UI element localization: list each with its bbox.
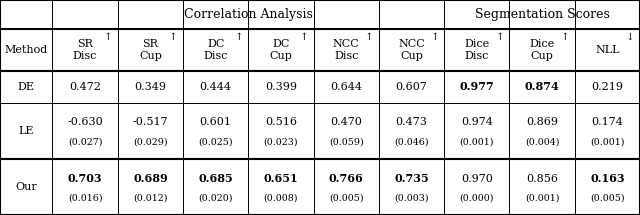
Text: 0.735: 0.735 <box>394 173 429 184</box>
Text: ↑: ↑ <box>495 33 504 42</box>
Text: SR
Disc: SR Disc <box>73 39 97 61</box>
Text: (0.020): (0.020) <box>198 194 233 203</box>
Text: 0.470: 0.470 <box>330 117 362 127</box>
Text: 0.163: 0.163 <box>590 173 625 184</box>
Text: (0.004): (0.004) <box>525 138 559 147</box>
Text: ↑: ↑ <box>300 33 308 42</box>
Text: 0.856: 0.856 <box>526 174 558 184</box>
Text: Dice
Cup: Dice Cup <box>529 39 555 61</box>
Text: (0.046): (0.046) <box>394 138 429 147</box>
Text: ↑: ↑ <box>234 33 243 42</box>
Text: -0.630: -0.630 <box>67 117 103 127</box>
Text: ↑: ↑ <box>104 33 113 42</box>
Text: (0.001): (0.001) <box>525 194 559 203</box>
Text: Dice
Disc: Dice Disc <box>464 39 490 61</box>
Text: 0.689: 0.689 <box>133 173 168 184</box>
Text: (0.001): (0.001) <box>460 138 494 147</box>
Text: 0.644: 0.644 <box>330 82 362 92</box>
Text: (0.027): (0.027) <box>68 138 102 147</box>
Text: 0.974: 0.974 <box>461 117 493 127</box>
Text: ↑: ↑ <box>365 33 374 42</box>
Text: 0.703: 0.703 <box>68 173 102 184</box>
Text: (0.025): (0.025) <box>198 138 233 147</box>
Text: 0.869: 0.869 <box>526 117 558 127</box>
Text: (0.059): (0.059) <box>329 138 364 147</box>
Text: Correlation Analysis: Correlation Analysis <box>184 8 313 21</box>
Text: (0.016): (0.016) <box>68 194 102 203</box>
Text: 0.219: 0.219 <box>591 82 623 92</box>
Text: DE: DE <box>18 82 35 92</box>
Text: NLL: NLL <box>595 45 620 55</box>
Text: (0.005): (0.005) <box>590 194 625 203</box>
Text: Our: Our <box>15 182 37 192</box>
Text: 0.970: 0.970 <box>461 174 493 184</box>
Text: 0.607: 0.607 <box>396 82 428 92</box>
Text: (0.005): (0.005) <box>329 194 364 203</box>
Text: (0.023): (0.023) <box>264 138 298 147</box>
Text: (0.000): (0.000) <box>460 194 494 203</box>
Text: Segmentation Scores: Segmentation Scores <box>475 8 609 21</box>
Text: (0.008): (0.008) <box>264 194 298 203</box>
Text: 0.174: 0.174 <box>591 117 623 127</box>
Text: 0.685: 0.685 <box>198 173 233 184</box>
Text: ↑: ↑ <box>169 33 178 42</box>
Text: LE: LE <box>19 126 34 136</box>
Text: Method: Method <box>4 45 48 55</box>
Text: 0.766: 0.766 <box>329 173 364 184</box>
Text: DC
Cup: DC Cup <box>269 39 292 61</box>
Text: NCC
Disc: NCC Disc <box>333 39 360 61</box>
Text: 0.651: 0.651 <box>264 173 298 184</box>
Text: NCC
Cup: NCC Cup <box>398 39 425 61</box>
Text: (0.012): (0.012) <box>133 194 168 203</box>
Text: -0.517: -0.517 <box>132 117 168 127</box>
Text: ↑: ↑ <box>430 33 439 42</box>
Text: 0.399: 0.399 <box>265 82 297 92</box>
Text: (0.029): (0.029) <box>133 138 168 147</box>
Text: DC
Disc: DC Disc <box>204 39 228 61</box>
Text: 0.516: 0.516 <box>265 117 297 127</box>
Text: 0.473: 0.473 <box>396 117 428 127</box>
Text: 0.472: 0.472 <box>69 82 101 92</box>
Text: 0.874: 0.874 <box>525 81 559 92</box>
Text: SR
Cup: SR Cup <box>139 39 162 61</box>
Text: 0.349: 0.349 <box>134 82 166 92</box>
Text: 0.977: 0.977 <box>460 81 494 92</box>
Text: ↑: ↑ <box>561 33 570 42</box>
Text: 0.444: 0.444 <box>200 82 232 92</box>
Text: ↓: ↓ <box>626 33 635 42</box>
Text: (0.003): (0.003) <box>394 194 429 203</box>
Text: (0.001): (0.001) <box>590 138 625 147</box>
Text: 0.601: 0.601 <box>200 117 232 127</box>
